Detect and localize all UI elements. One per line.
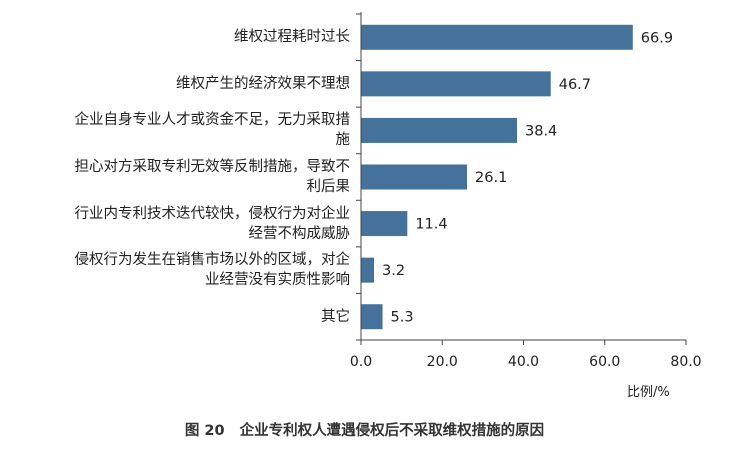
category-label-line: 担心对方采取专利无效等反制措施，导致不 — [74, 159, 351, 175]
x-tick-label: 80.0 — [670, 354, 701, 370]
bar-value-label: 66.9 — [641, 30, 673, 46]
bar — [361, 117, 517, 143]
category-label: 维权过程耗时过长 — [20, 27, 350, 47]
bar-value-label: 5.3 — [391, 310, 414, 326]
category-label-line: 施 — [335, 132, 351, 149]
category-label-line: 其它 — [321, 308, 350, 325]
category-label: 企业自身专业人才或资金不足，无力采取措施 — [20, 110, 351, 150]
x-axis-title: 比例/% — [627, 385, 670, 400]
category-label-line: 经营不构成威胁 — [248, 225, 351, 242]
x-tick-label: 20.0 — [427, 354, 458, 370]
category-label-line: 利后果 — [306, 179, 351, 195]
category-label: 其它 — [20, 307, 350, 327]
bar — [361, 257, 374, 283]
bar-value-label: 3.2 — [382, 263, 405, 279]
bar-value-label: 38.4 — [525, 123, 557, 139]
bar — [361, 304, 383, 330]
figure-number: 图 20 — [184, 423, 225, 439]
category-label-line: 企业自身专业人才或资金不足，无力采取措 — [74, 112, 351, 129]
figure-caption: 图 20 企业专利权人遭遇侵权后不采取维权措施的原因 — [0, 419, 729, 440]
category-label-line: 维权过程耗时过长 — [234, 29, 350, 46]
bar-chart: 66.9 46.7 38.4 26.1 11.4 3.2 5.3 0.0 20.0 40.0 60.… — [350, 12, 702, 370]
category-label-line: 侵权行为发生在销售市场以外的区域，对企 — [74, 252, 351, 269]
x-tick-label: 0.0 — [350, 354, 372, 370]
bar-value-label: 11.4 — [415, 217, 447, 233]
x-tick-label: 60.0 — [589, 354, 620, 370]
category-label: 行业内专利技术迭代较快，侵权行为对企业经营不构成威胁 — [20, 204, 351, 244]
bar-value-label: 46.7 — [559, 77, 591, 93]
x-tick-label: 40.0 — [508, 354, 539, 370]
category-label: 侵权行为发生在销售市场以外的区域，对企业经营没有实质性影响 — [20, 250, 351, 290]
bar — [361, 24, 633, 50]
bar — [361, 211, 408, 237]
bar — [361, 164, 468, 190]
category-label: 维权产生的经济效果不理想 — [20, 74, 350, 94]
figure-title: 企业专利权人遭遇侵权后不采取维权措施的原因 — [239, 423, 545, 439]
category-label-line: 行业内专利技术迭代较快，侵权行为对企业 — [74, 205, 351, 222]
category-label: 担心对方采取专利无效等反制措施，导致不利后果 — [20, 157, 351, 197]
category-label-line: 维权产生的经济效果不理想 — [176, 75, 350, 92]
bar — [361, 71, 551, 97]
category-label-line: 业经营没有实质性影响 — [205, 272, 350, 289]
bar-value-label: 26.1 — [475, 170, 507, 186]
